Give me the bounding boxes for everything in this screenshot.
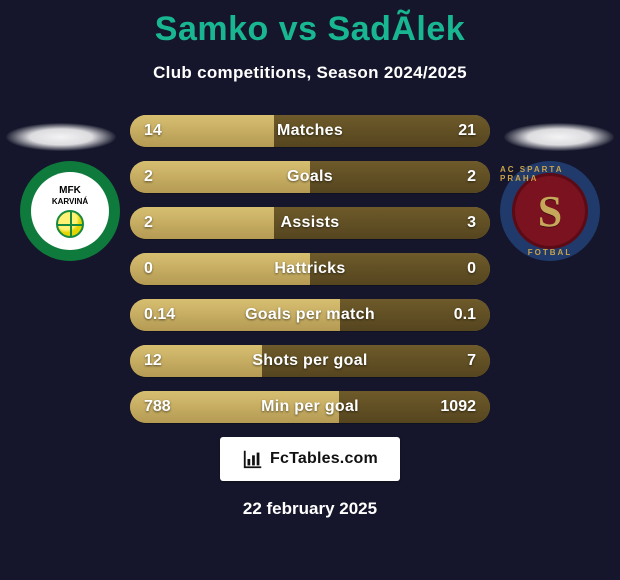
stat-left-fill (130, 207, 274, 239)
right-team-bottom-arc: FOTBAL (500, 161, 600, 261)
stat-right-fill (274, 207, 490, 239)
comparison-stage: MFK KARVINÁ AC SPARTA PRAHA FOTBAL S 142… (0, 103, 620, 423)
stat-row: 7881092Min per goal (130, 391, 490, 423)
left-player-shadow (6, 123, 116, 151)
page-subtitle: Club competitions, Season 2024/2025 (0, 63, 620, 83)
stat-left-fill (130, 253, 310, 285)
stat-bars: 1421Matches 22Goals 23Assists 00Hattricks 0.… (130, 103, 490, 423)
right-team-badge: AC SPARTA PRAHA FOTBAL S (500, 161, 600, 261)
left-team-line1: MFK (59, 185, 81, 196)
stat-row: 00Hattricks (130, 253, 490, 285)
stat-left-fill (130, 115, 274, 147)
left-team-line2: KARVINÁ (52, 197, 88, 206)
stat-right-fill (274, 115, 490, 147)
left-team-badge: MFK KARVINÁ (20, 161, 120, 261)
stat-row: 23Assists (130, 207, 490, 239)
stat-right-fill (339, 391, 490, 423)
stat-row: 22Goals (130, 161, 490, 193)
stat-row: 127Shots per goal (130, 345, 490, 377)
stat-row: 1421Matches (130, 115, 490, 147)
stat-right-fill (262, 345, 490, 377)
right-player-shadow (504, 123, 614, 151)
stat-row: 0.140.1Goals per match (130, 299, 490, 331)
stat-left-fill (130, 345, 262, 377)
chart-icon (242, 448, 264, 470)
stat-left-fill (130, 299, 340, 331)
page-title: Samko vs SadÃ­lek (0, 0, 620, 49)
comparison-date: 22 february 2025 (0, 499, 620, 519)
brand-text: FcTables.com (270, 450, 378, 468)
stat-left-fill (130, 391, 339, 423)
stat-right-fill (310, 161, 490, 193)
brand-box: FcTables.com (220, 437, 400, 481)
stat-right-fill (340, 299, 490, 331)
stat-right-fill (310, 253, 490, 285)
soccer-ball-icon (56, 210, 84, 238)
stat-left-fill (130, 161, 310, 193)
